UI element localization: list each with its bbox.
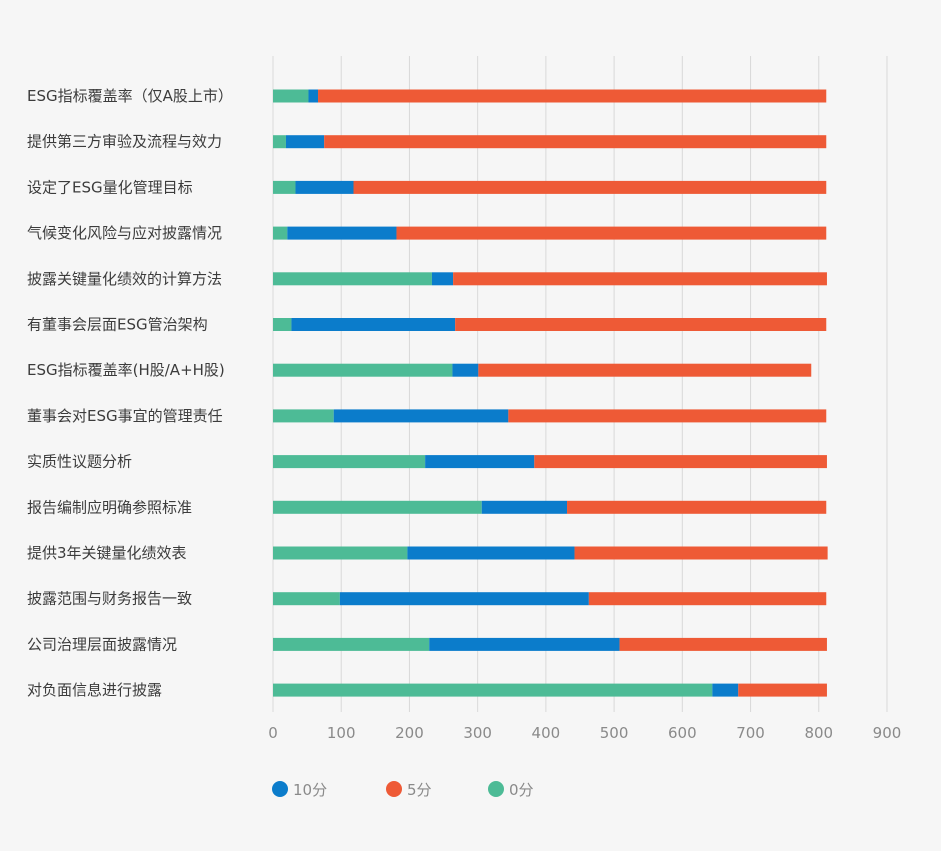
category-label: 报告编制应明确参照标准 (27, 498, 192, 516)
bar-segment (273, 226, 288, 240)
bar-segment (425, 455, 535, 469)
legend-item: 5分 (386, 781, 432, 799)
category-label: 有董事会层面ESG管治架构 (27, 316, 208, 334)
bar-segment (574, 546, 828, 560)
bar-segment (291, 318, 456, 331)
bar-segment (429, 637, 620, 651)
bar-segment (273, 592, 340, 606)
bar-segment (619, 637, 827, 651)
bar-segment (287, 226, 397, 240)
bar-segment (396, 226, 827, 240)
x-tick-label: 600 (668, 724, 697, 742)
bar-segment (567, 500, 827, 514)
category-label: ESG指标覆盖率(H股/A+H股) (27, 361, 225, 379)
bar-segment (273, 409, 334, 423)
category-label: 设定了ESG量化管理目标 (27, 178, 193, 196)
category-label: 气候变化风险与应对披露情况 (27, 224, 222, 242)
bar-segment (324, 135, 827, 149)
category-label: 提供第三方审验及流程与效力 (27, 133, 222, 151)
bar-segment (738, 683, 827, 697)
legend-label: 0分 (509, 781, 534, 799)
x-tick-label: 500 (600, 724, 629, 742)
bar-segment (455, 318, 827, 331)
bar-segment (508, 409, 827, 423)
bar-segment (273, 500, 482, 514)
category-label: 披露范围与财务报告一致 (27, 590, 192, 608)
legend-item: 0分 (488, 781, 534, 799)
bar-segment (285, 135, 325, 149)
x-tick-labels: 0 100 200 300 400 500 600 700 800 900 (268, 724, 901, 742)
bar-segment (273, 318, 292, 331)
bar-segment (478, 363, 812, 377)
legend-swatch (488, 781, 504, 797)
category-label: 董事会对ESG事宜的管理责任 (27, 407, 223, 425)
bar-segment (534, 455, 827, 469)
bar-segment (273, 272, 432, 286)
legend-label: 10分 (293, 781, 327, 799)
category-label: ESG指标覆盖率（仅A股上市） (27, 87, 233, 105)
bar-segment (273, 683, 713, 697)
bar-segment (318, 89, 827, 103)
x-tick-label: 700 (736, 724, 765, 742)
bar-segment (588, 592, 827, 606)
category-label: 对负面信息进行披露 (27, 681, 162, 699)
bar-segment (481, 500, 568, 514)
x-tick-label: 0 (268, 724, 278, 742)
bar-segment (295, 180, 354, 194)
bar-segment (273, 180, 296, 194)
legend: 10分 5分 0分 (272, 781, 534, 799)
bar-segment (273, 546, 408, 560)
legend-swatch (272, 781, 288, 797)
bar-segment (339, 592, 589, 606)
bar-segment (273, 455, 426, 469)
bar-segment (353, 180, 827, 194)
category-label: 实质性议题分析 (27, 453, 132, 471)
x-tick-label: 200 (395, 724, 424, 742)
legend-item: 10分 (272, 781, 327, 799)
bar-segment (452, 363, 479, 377)
bar-segment (712, 683, 739, 697)
bar-segment (273, 637, 430, 651)
gridlines (272, 56, 888, 712)
legend-label: 5分 (407, 781, 432, 799)
category-labels: ESG指标覆盖率（仅A股上市） 提供第三方审验及流程与效力设定了ESG量化管理目标… (27, 87, 233, 699)
bar-segment (407, 546, 575, 560)
bar-segment (453, 272, 827, 286)
x-tick-label: 400 (532, 724, 561, 742)
bar-segment (273, 363, 453, 377)
x-tick-label: 900 (873, 724, 902, 742)
bar-segment (308, 89, 319, 103)
bar-segment (333, 409, 509, 423)
bars (273, 89, 828, 697)
x-tick-label: 300 (463, 724, 492, 742)
x-tick-label: 800 (804, 724, 833, 742)
bar-segment (273, 135, 286, 149)
x-tick-label: 100 (327, 724, 356, 742)
legend-swatch (386, 781, 402, 797)
category-label: 提供3年关键量化绩效表 (27, 544, 187, 562)
category-label: 披露关键量化绩效的计算方法 (27, 270, 222, 288)
bar-segment (431, 272, 454, 286)
category-label: 公司治理层面披露情况 (27, 635, 177, 653)
bar-segment (273, 89, 309, 103)
